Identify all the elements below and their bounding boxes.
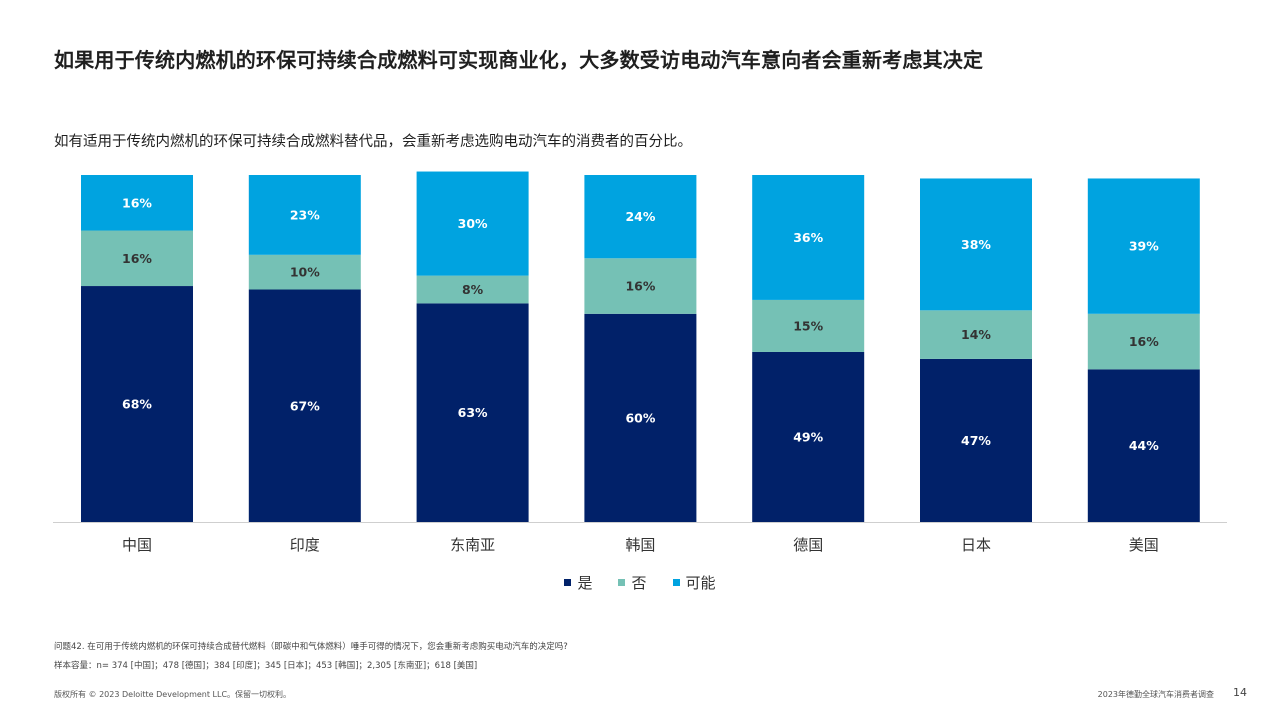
bar-segment-yes [752, 351, 865, 522]
bar-segment-no [1087, 313, 1200, 370]
bar-segment-yes [1087, 369, 1200, 522]
data-label-yes: 68% [122, 397, 152, 412]
data-label-no: 15% [793, 318, 823, 333]
data-label-no: 10% [290, 265, 320, 280]
bar-segment-yes [248, 289, 361, 522]
data-label-maybe: 16% [122, 195, 152, 210]
bar-segment-no [416, 275, 529, 304]
copyright-text: 版权所有 © 2023 Deloitte Development LLC。保留一… [54, 690, 292, 699]
bar-segment-yes [81, 286, 193, 522]
data-label-yes: 49% [793, 429, 823, 444]
data-label-yes: 47% [961, 433, 991, 448]
legend-label-no: 否 [631, 574, 647, 592]
data-label-yes: 63% [458, 405, 488, 420]
legend-item-no: 否 [618, 572, 647, 593]
category-label: 中国 [122, 536, 152, 554]
page-title: 如果用于传统内燃机的环保可持续合成燃料可实现商业化，大多数受访电动汽车意向者会重… [54, 48, 984, 72]
bar-segment-yes [416, 303, 529, 522]
page-number: 14 [1233, 686, 1247, 699]
bar-segment-maybe [81, 175, 193, 231]
bar-segment-no [752, 299, 865, 352]
bar-segment-maybe [584, 175, 697, 259]
data-label-no: 8% [462, 282, 484, 297]
bar-segment-maybe [416, 171, 529, 276]
bar-segment-maybe [752, 175, 865, 300]
sample-size-footnote: 样本容量：n= 374 [中国]；478 [德国]；384 [印度]；345 [… [54, 661, 478, 671]
report-name: 2023年德勤全球汽车消费者调查 [1097, 690, 1214, 699]
data-label-yes: 44% [1129, 438, 1159, 453]
data-label-maybe: 23% [290, 207, 320, 222]
bar-segment-maybe [920, 178, 1032, 311]
category-label: 德国 [793, 536, 823, 554]
category-label: 东南亚 [450, 536, 495, 554]
data-label-maybe: 39% [1129, 239, 1159, 254]
data-label-no: 14% [961, 327, 991, 342]
bar-segment-no [81, 230, 193, 287]
bar-segment-no [920, 310, 1032, 359]
data-label-maybe: 38% [961, 237, 991, 252]
legend-swatch-no [618, 579, 626, 586]
legend-item-yes: 是 [564, 572, 592, 593]
legend-label-yes: 是 [577, 574, 593, 592]
category-label: 印度 [290, 536, 320, 554]
legend-item-maybe: 可能 [672, 572, 716, 593]
bar-segment-yes [920, 358, 1032, 522]
category-label: 美国 [1129, 536, 1159, 554]
bar-segment-maybe [248, 175, 361, 255]
data-label-maybe: 36% [793, 230, 823, 245]
legend-swatch-maybe [672, 579, 680, 586]
data-label-no: 16% [625, 279, 655, 294]
bar-segment-maybe [1087, 178, 1200, 314]
legend-swatch-yes [564, 579, 572, 586]
category-label: 韩国 [625, 536, 655, 554]
bar-segment-no [248, 254, 361, 290]
data-label-yes: 60% [625, 410, 655, 425]
data-label-yes: 67% [290, 398, 320, 413]
chart-legend: 是 否 可能 [0, 572, 1280, 593]
data-label-no: 16% [122, 251, 152, 266]
chart-subtitle: 如有适用于传统内燃机的环保可持续合成燃料替代品，会重新考虑选购电动汽车的消费者的… [54, 134, 692, 150]
category-label: 日本 [961, 536, 991, 554]
data-label-maybe: 24% [625, 209, 655, 224]
bar-segment-no [584, 258, 697, 314]
question-footnote: 问题42. 在可用于传统内燃机的环保可持续合成替代燃料（即碳中和气体燃料）唾手可… [54, 642, 568, 652]
bar-segment-yes [584, 313, 697, 522]
legend-label-maybe: 可能 [685, 574, 716, 592]
data-label-no: 16% [1129, 334, 1159, 349]
data-label-maybe: 30% [458, 216, 488, 231]
